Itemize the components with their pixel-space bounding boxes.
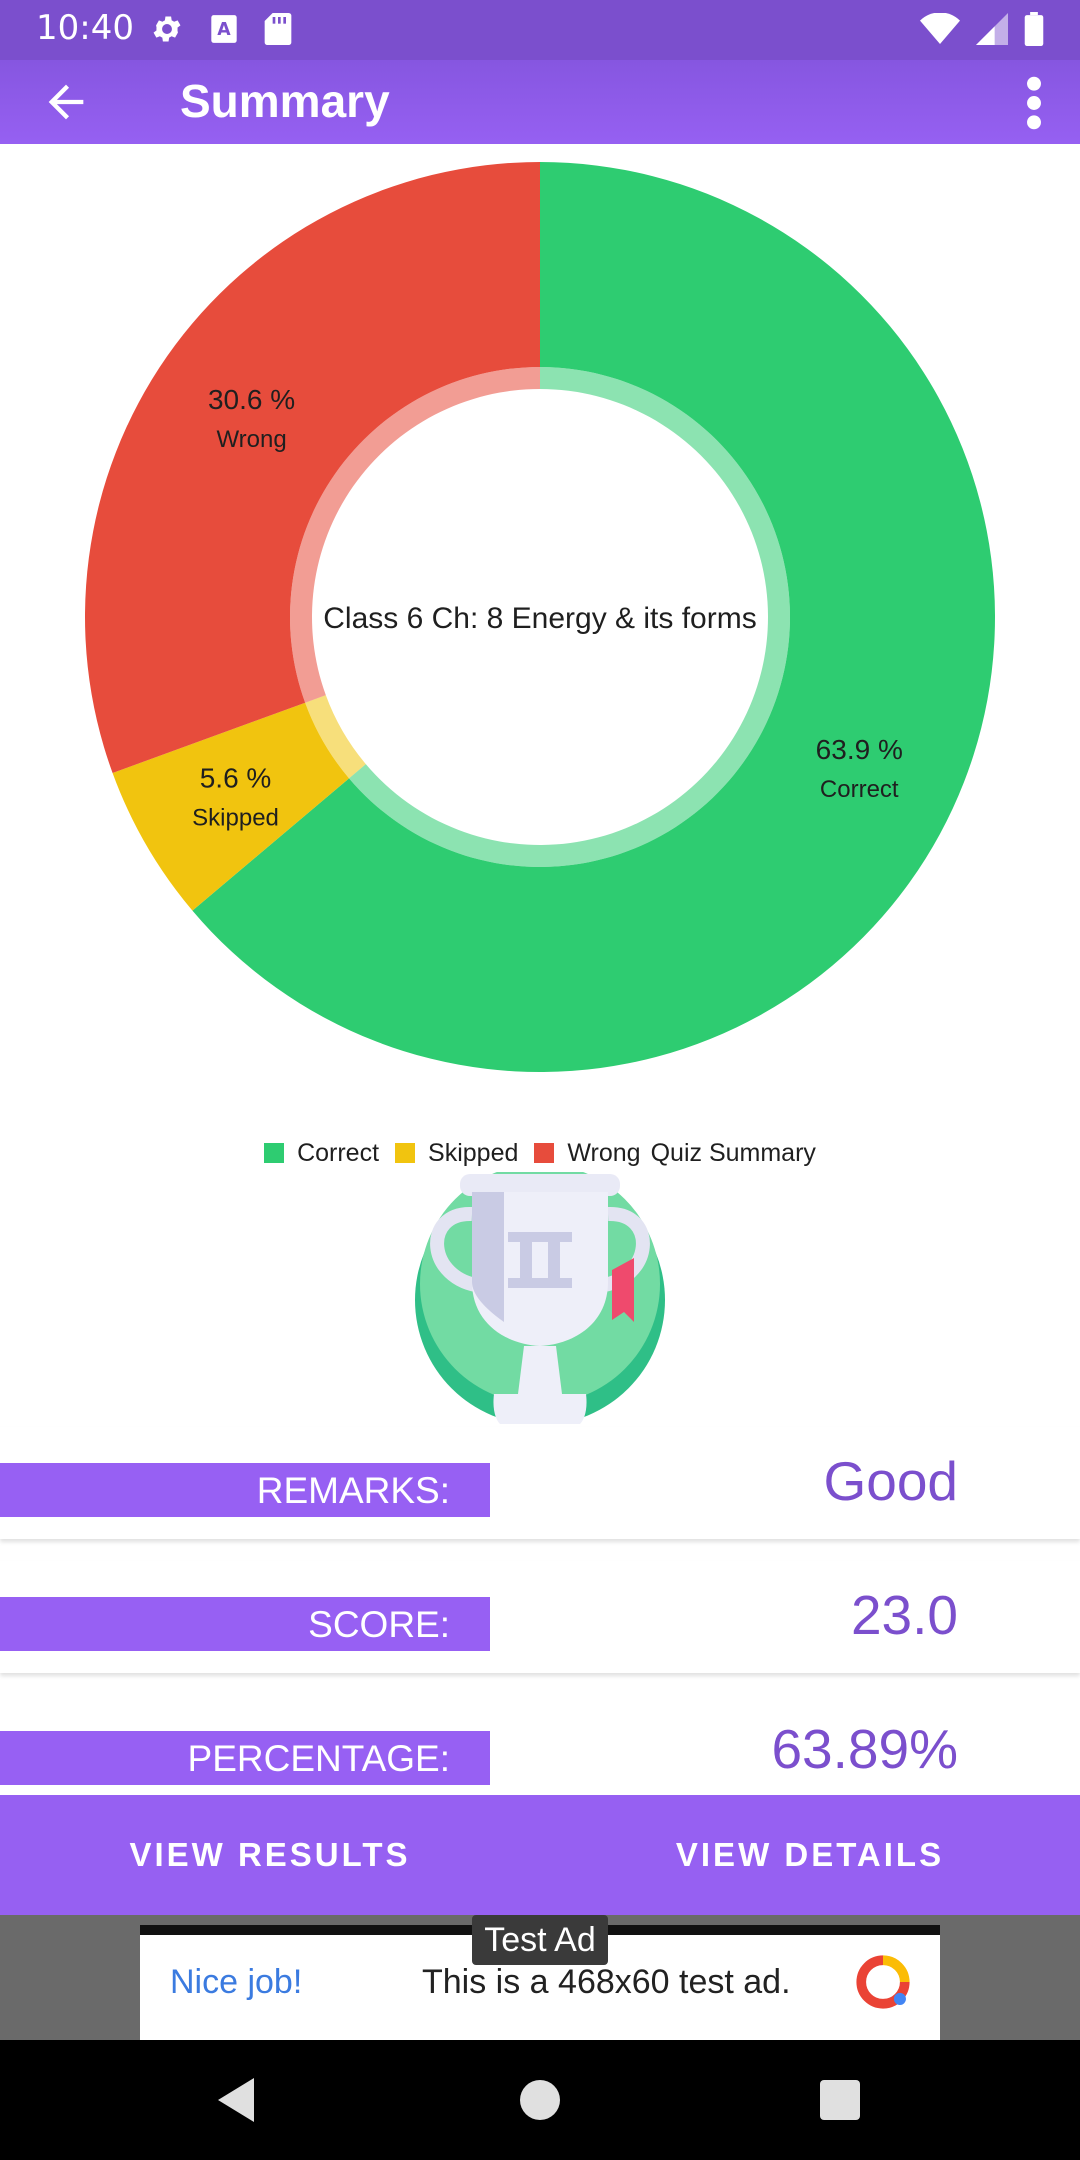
slice-category-label: Wrong	[216, 426, 286, 453]
slice-category-label: Correct	[820, 776, 899, 803]
percentage-label: PERCENTAGE:	[0, 1731, 490, 1785]
status-time: 10:40	[36, 8, 134, 48]
status-bar: 10:40 A	[0, 0, 1080, 60]
quiz-donut-chart: Class 6 Ch: 8 Energy & its forms 63.9 % C…	[0, 150, 1080, 1160]
nav-recents-icon	[820, 2080, 860, 2120]
inner-ring-wrong	[290, 367, 540, 703]
view-results-button[interactable]: VIEW RESULTS	[129, 1836, 411, 1873]
slice-correct[interactable]	[192, 162, 995, 1072]
percentage-row: PERCENTAGE: 63.89%	[0, 1695, 1080, 1807]
legend-swatch-wrong	[534, 1143, 555, 1163]
ad-tag: Test Ad	[472, 1915, 608, 1965]
legend-item-skipped: Skipped	[395, 1139, 518, 1168]
legend-item-wrong: Wrong Quiz Summary	[534, 1139, 816, 1168]
page-title: Summary	[180, 75, 390, 127]
sd-card-icon	[264, 13, 292, 45]
text-a-icon: A	[211, 15, 237, 43]
remarks-value: Good	[823, 1450, 958, 1512]
ad-logo-icon[interactable]	[854, 1953, 912, 2011]
nav-home-button[interactable]	[480, 2040, 600, 2160]
wifi-icon	[920, 13, 960, 44]
slice-value-label: 5.6 %	[200, 763, 272, 794]
donut-chart-svg: Class 6 Ch: 8 Energy & its forms 63.9 % C…	[85, 162, 995, 1072]
signal-icon	[976, 13, 1008, 45]
nav-back-icon	[218, 2078, 254, 2122]
app-bar: Summary	[0, 60, 1080, 144]
gear-icon	[153, 16, 181, 42]
remarks-row: REMARKS: Good	[0, 1427, 1080, 1539]
ad-body[interactable]: This is a 468x60 test ad.	[422, 1963, 791, 2001]
legend-label: Wrong	[567, 1138, 641, 1167]
inner-ring-correct	[349, 367, 790, 867]
arrow-back-icon[interactable]	[38, 76, 94, 128]
remarks-label: REMARKS:	[0, 1463, 490, 1517]
donut-hole	[320, 397, 760, 837]
view-details-button[interactable]: VIEW DETAILS	[675, 1836, 945, 1873]
inner-ring-skipped	[305, 695, 366, 779]
ad-headline[interactable]: Nice job!	[170, 1963, 303, 2001]
legend-swatch-correct	[264, 1143, 285, 1163]
battery-icon	[1024, 12, 1044, 46]
nav-recents-button[interactable]	[780, 2040, 900, 2160]
legend-item-correct: Correct	[264, 1139, 379, 1168]
svg-text:A: A	[217, 20, 231, 40]
slice-skipped[interactable]	[112, 702, 350, 911]
slice-wrong[interactable]	[85, 162, 541, 773]
slice-value-label: 30.6 %	[208, 384, 295, 415]
legend-label: Skipped	[428, 1138, 519, 1167]
nav-back-button[interactable]	[178, 2040, 298, 2160]
slice-value-label: 63.9 %	[816, 734, 903, 765]
legend-label: Correct	[297, 1138, 380, 1167]
action-bar: VIEW RESULTS VIEW DETAILS	[0, 1795, 1080, 1915]
trophy-icon	[415, 1172, 665, 1424]
legend-swatch-skipped	[395, 1143, 416, 1163]
score-label: SCORE:	[0, 1597, 490, 1651]
score-value: 23.0	[850, 1584, 958, 1646]
chart-center-text: Class 6 Ch: 8 Energy & its forms	[323, 602, 756, 635]
chart-legend: Correct Skipped Wrong Quiz Summary	[0, 1138, 1080, 1168]
percentage-value: 63.89%	[771, 1718, 958, 1780]
legend-description: Quiz Summary	[650, 1138, 816, 1167]
nav-home-icon	[520, 2080, 560, 2120]
score-row: SCORE: 23.0	[0, 1561, 1080, 1673]
slice-category-label: Skipped	[192, 805, 279, 832]
more-vert-icon[interactable]	[1018, 74, 1050, 132]
nav-bar	[0, 2040, 1080, 2160]
